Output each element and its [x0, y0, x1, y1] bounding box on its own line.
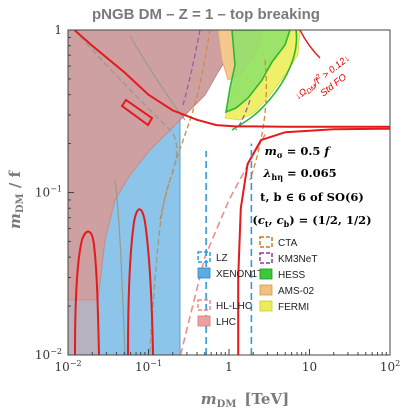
relic-funnel-left	[74, 230, 100, 355]
x-tick-label: 10	[302, 360, 317, 374]
legend-label-km3net: KM3NeT	[278, 254, 317, 265]
relic-main-line	[73, 30, 390, 128]
annotation-lambda: λhη = 0.065	[262, 166, 336, 182]
legend-swatch-lhc	[197, 315, 211, 327]
legend-label-hllhc: HL-LHC	[216, 301, 252, 312]
chart-title: pNGB DM – Z = 1 – top breaking	[92, 6, 320, 23]
y-tick-label: 1	[54, 23, 62, 37]
legend-label-ams: AMS-02	[278, 286, 315, 297]
legend-label-lz: LZ	[216, 253, 228, 264]
legend-label-cta: CTA	[278, 238, 298, 249]
legend-swatch-xenon	[197, 267, 211, 279]
relic-upper-right	[299, 30, 321, 59]
grey-contour	[79, 35, 178, 355]
hess-region	[224, 30, 291, 114]
y-axis-label: mDM / f	[6, 169, 26, 229]
y-axis: 10−2 10−1 1	[35, 23, 74, 362]
legend-swatch-cta	[259, 236, 273, 248]
x-tick-label: 102	[380, 359, 400, 374]
x-axis: 10−2 10−1 1 10 102	[54, 349, 400, 374]
relic-island	[120, 98, 154, 127]
legend: LZ XENON1T HL-LHC LHC CTA KM3NeT HESS AM…	[197, 236, 317, 328]
x-tick-label: 10−1	[135, 359, 162, 374]
relic-funnel	[127, 208, 154, 355]
legend-label-hess: HESS	[278, 270, 306, 281]
legend-swatch-ams	[259, 284, 273, 296]
plot-area	[68, 30, 390, 355]
legend-swatch-km3net	[259, 252, 273, 264]
annotation-couplings: (ct, cb) = (1/2, 1/2)	[252, 213, 371, 229]
x-tick-label: 10−2	[54, 359, 81, 374]
legend-swatch-hess	[259, 268, 273, 280]
legend-swatch-hllhc	[197, 299, 211, 311]
legend-label-fermi: FERMI	[278, 302, 309, 313]
annotation-msigma: mσ = 0.5 f	[265, 144, 332, 160]
legend-swatch-lz	[197, 251, 211, 263]
legend-label-xenon: XENON1T	[216, 269, 263, 280]
km3net-limit	[182, 30, 251, 131]
x-axis-label: mDM [TeV]	[201, 390, 289, 410]
legend-label-lhc: LHC	[216, 317, 236, 328]
relic-lower-line	[237, 127, 390, 355]
parameter-annotations: mσ = 0.5 f λhη = 0.065 t, b ∈ 6 of SO(6)…	[252, 144, 371, 229]
y-tick-label: 10−1	[35, 185, 62, 200]
legend-swatch-fermi	[259, 300, 273, 312]
annotation-rep: t, b ∈ 6 of SO(6)	[260, 190, 364, 204]
x-tick-label: 1	[225, 360, 233, 374]
y-tick-label: 10−2	[35, 347, 62, 362]
lhc-region-lower	[68, 300, 98, 355]
